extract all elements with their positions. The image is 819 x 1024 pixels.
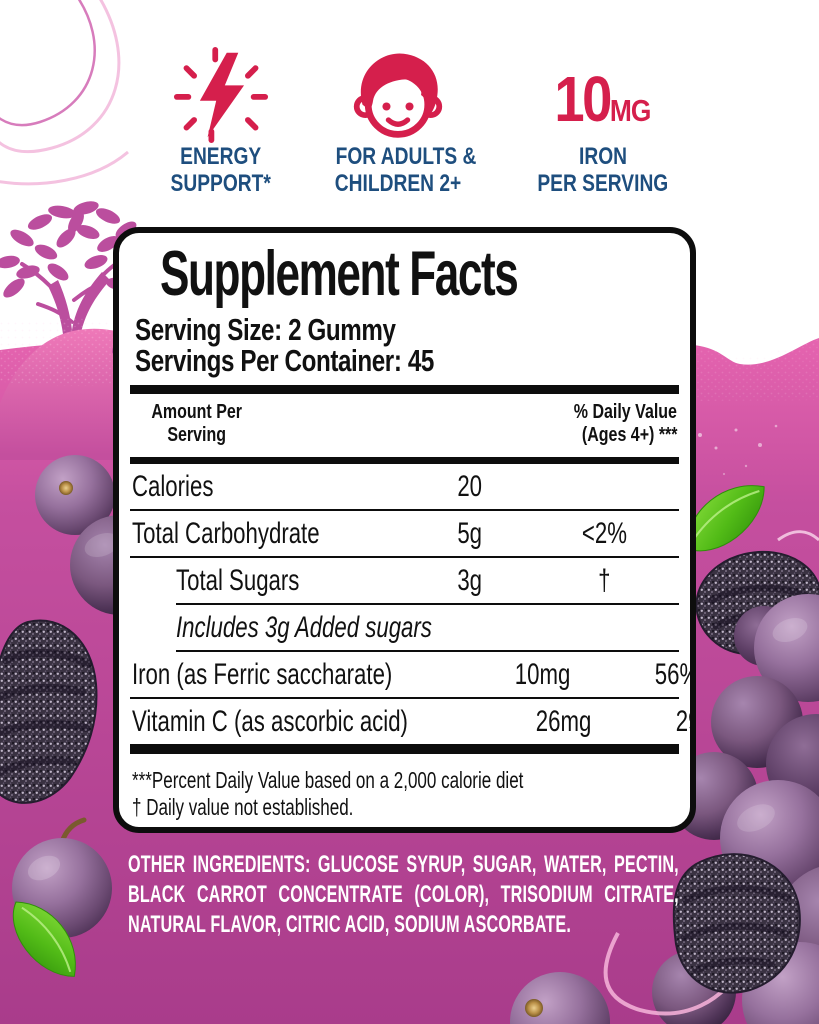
gummy-illustration: [0, 619, 98, 804]
divider-thin: [130, 697, 679, 699]
dose-text: 10 MG: [528, 67, 677, 143]
badge-label: ENERGY: [179, 143, 262, 170]
divider-thick: [130, 385, 679, 394]
badge-label: IRON: [578, 143, 627, 170]
nutrient-row: Iron (as Ferric saccharate) 10mg 56%: [132, 657, 696, 691]
amount-header: Amount Per Serving: [151, 401, 243, 446]
divider-medium: [130, 457, 679, 464]
badge-label: CHILDREN 2+: [334, 170, 462, 197]
divider-thin: [176, 650, 679, 652]
dose-value: 10: [554, 63, 612, 135]
squiggle-line: [777, 530, 819, 542]
badge-label: PER SERVING: [537, 170, 668, 197]
supplement-facts-panel: Supplement Facts Serving Size: 2 Gummy S…: [113, 227, 696, 833]
footnote: ***Percent Daily Value based on a 2,000 …: [132, 767, 524, 793]
divider-thin: [130, 509, 679, 511]
other-ingredients-text: GLUCOSE SYRUP, SUGAR, WATER, PECTIN, BLA…: [128, 851, 679, 938]
badge-energy-support: ENERGY SUPPORT*: [148, 47, 293, 197]
nutrient-row: Total Sugars 3g †: [176, 563, 611, 597]
nutrient-row: Calories 20: [132, 469, 483, 503]
panel-title: Supplement Facts: [160, 239, 519, 309]
grape-illustration: [510, 972, 610, 1024]
child-face-icon: [318, 47, 478, 143]
other-ingredients: OTHER INGREDIENTS: GLUCOSE SYRUP, SUGAR,…: [128, 850, 679, 940]
divider-thin: [130, 556, 679, 558]
table-header: Amount Per Serving % Daily Value (Ages 4…: [130, 394, 679, 457]
ribbon-curves: [0, 0, 129, 186]
nutrient-row: Vitamin C (as ascorbic acid) 26mg 29%: [132, 704, 690, 738]
badge-adults-children: FOR ADULTS & CHILDREN 2+: [318, 47, 478, 197]
daily-value-header: % Daily Value (Ages 4+) ***: [573, 401, 677, 446]
divider-thin: [176, 603, 679, 605]
other-ingredients-label: OTHER INGREDIENTS:: [128, 851, 311, 878]
gummy-illustration: [672, 853, 801, 994]
dose-unit: MG: [609, 93, 652, 128]
servings-per-container: Servings Per Container: 45: [135, 343, 434, 378]
badge-iron-dose: 10 MG IRON PER SERVING: [515, 47, 690, 197]
lightning-icon: [148, 47, 293, 143]
badge-label: FOR ADULTS &: [335, 143, 477, 170]
divider-thick: [130, 744, 679, 754]
nutrient-row: Includes 3g Added sugars 6%: [176, 610, 432, 644]
serving-size: Serving Size: 2 Gummy: [135, 312, 396, 347]
badge-label: SUPPORT*: [170, 170, 271, 197]
nutrient-row: Total Carbohydrate 5g <2%: [132, 516, 627, 550]
footnote: † Daily value not established.: [132, 794, 354, 820]
